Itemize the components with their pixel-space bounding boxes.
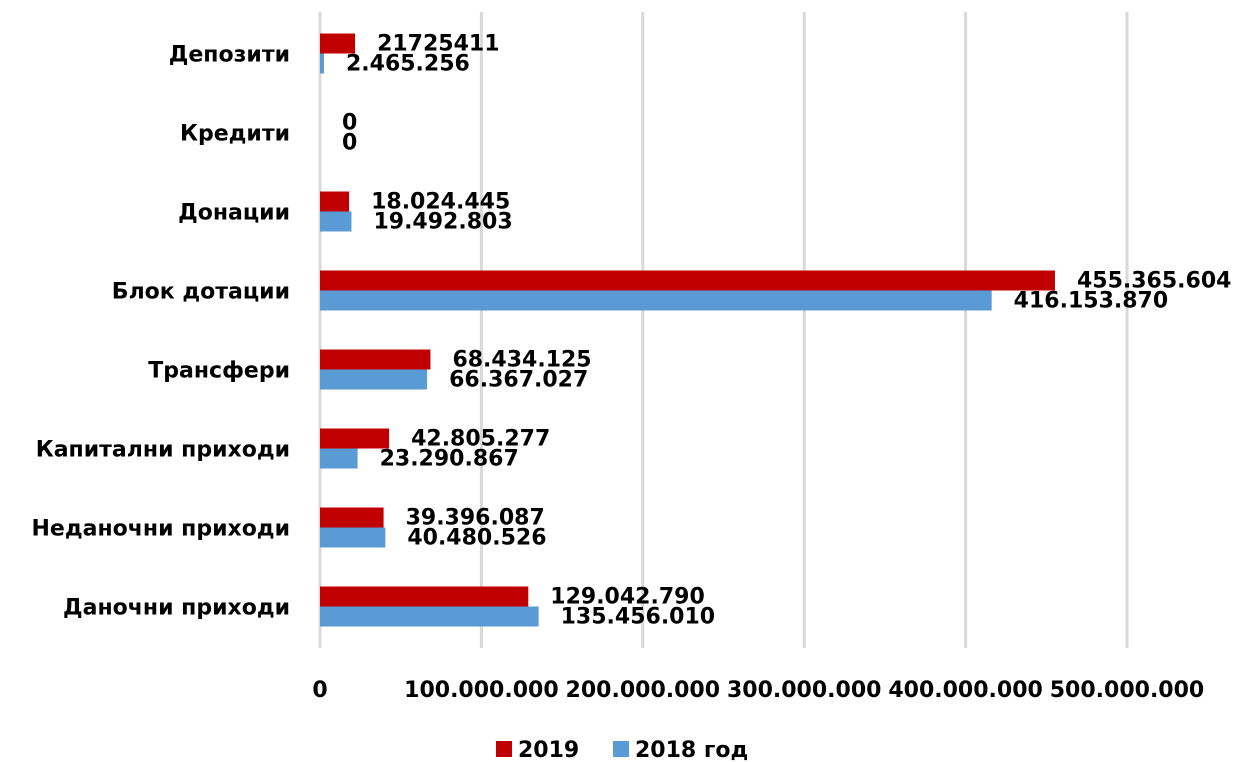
legend-swatch-2019 [496, 741, 512, 757]
category-label: Блок дотации [112, 280, 290, 305]
bar-2019 [320, 191, 350, 212]
data-label: 66.367.027 [449, 368, 588, 393]
category-labels: Даночни приходи Неданочни приходи Капиталн… [32, 43, 291, 621]
category-label: Даночни приходи [63, 596, 290, 621]
gridlines [318, 12, 1129, 648]
x-tick-label: 500.000.000 [1050, 678, 1204, 703]
bar-2019 [320, 586, 529, 607]
category-label: Донации [178, 201, 290, 226]
category-label: Неданочни приходи [32, 517, 291, 542]
data-label: 23.290.867 [380, 447, 519, 472]
bar-2019 [320, 270, 1055, 291]
data-label: 68.434.125 [452, 348, 591, 373]
x-tick-label: 0 [312, 678, 327, 703]
data-label: 40.480.526 [407, 526, 546, 551]
legend-label-2019: 2019 [518, 738, 579, 762]
data-label: 42.805.277 [411, 427, 550, 452]
bar-2018-год [320, 211, 352, 232]
data-label: 18.024.445 [371, 190, 510, 215]
data-label: 19.492.803 [373, 210, 512, 235]
data-label: 2.465.256 [346, 52, 470, 77]
bar-2018-год [320, 448, 358, 469]
x-axis-tick-labels: 0 100.000.000 200.000.000 300.000.000 400.00… [312, 678, 1204, 703]
bar-2019 [320, 507, 384, 528]
bar-2019 [320, 349, 431, 370]
legend-swatch-2018 [613, 741, 629, 757]
data-label: 21725411 [377, 32, 499, 57]
bar-2019 [320, 33, 356, 54]
bar-2019 [320, 428, 390, 449]
bar-2018-год [320, 53, 324, 74]
data-label: 416.153.870 [1014, 289, 1168, 314]
x-tick-label: 200.000.000 [566, 678, 720, 703]
data-label: 39.396.087 [406, 506, 545, 531]
data-label: 0 [342, 111, 357, 136]
category-label: Депозити [169, 43, 290, 68]
category-label: Капитални приходи [36, 438, 290, 463]
bars [320, 33, 1055, 627]
data-label: 0 [342, 131, 357, 156]
data-label: 135.456.010 [561, 605, 715, 630]
data-label: 455.365.604 [1077, 269, 1231, 294]
category-label: Кредити [180, 122, 290, 147]
legend-label-2018: 2018 год [635, 738, 748, 762]
legend: 2019 2018 год [496, 738, 748, 762]
bar-2018-год [320, 369, 428, 390]
x-tick-label: 100.000.000 [404, 678, 558, 703]
bar-2018-год [320, 606, 539, 627]
bar-2018-год [320, 290, 992, 311]
bar-2018-год [320, 527, 386, 548]
data-label: 129.042.790 [550, 585, 704, 610]
x-tick-label: 300.000.000 [727, 678, 881, 703]
x-tick-label: 400.000.000 [888, 678, 1042, 703]
category-label: Трансфери [148, 359, 290, 384]
